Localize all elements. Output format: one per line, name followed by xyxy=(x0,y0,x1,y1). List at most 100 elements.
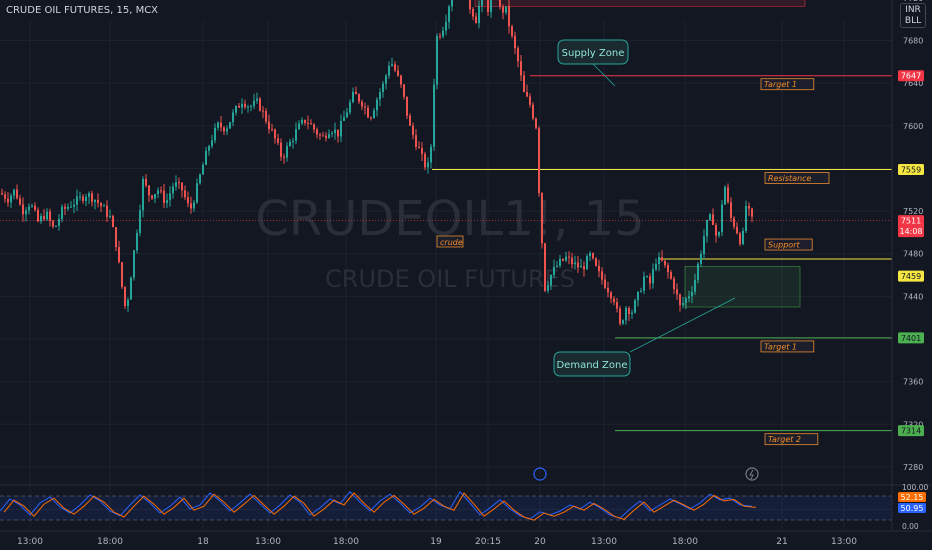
candle-body xyxy=(166,200,168,203)
candle-body xyxy=(193,202,195,209)
candle-body xyxy=(580,266,582,268)
candle-body xyxy=(253,100,255,107)
time-tick-label: 13:00 xyxy=(591,537,617,547)
candle-body xyxy=(385,75,387,84)
price-tick-label: 7280 xyxy=(903,463,923,472)
candle-body xyxy=(109,215,111,217)
price-axis: 7240728073207360740074407480752075607600… xyxy=(891,0,928,531)
candle-body xyxy=(592,253,594,259)
candle-body xyxy=(139,210,141,233)
candle-body xyxy=(361,101,363,107)
candle-body xyxy=(16,189,18,199)
candle-body xyxy=(97,199,99,203)
candle-body xyxy=(445,21,447,31)
candle-body xyxy=(19,198,21,205)
time-tick-label: 20 xyxy=(534,537,546,547)
candle-body xyxy=(175,182,177,187)
candle-body xyxy=(388,65,390,76)
candle-body xyxy=(127,299,129,307)
candle-body xyxy=(328,134,330,139)
candle-body xyxy=(583,266,585,270)
candle-body xyxy=(556,265,558,267)
candle-body xyxy=(172,186,174,194)
candle-body xyxy=(304,119,306,123)
candle-body xyxy=(550,274,552,286)
candle-body xyxy=(706,220,708,237)
candle-body xyxy=(136,232,138,251)
supply-zone-pointer xyxy=(592,63,616,87)
candle-body xyxy=(103,205,105,207)
candle-body xyxy=(316,129,318,135)
candle-body xyxy=(343,117,345,121)
candle-body xyxy=(10,195,12,203)
candle-body xyxy=(511,26,513,36)
candle-body xyxy=(514,35,516,49)
candle-body xyxy=(472,9,474,17)
candle-body xyxy=(121,262,123,287)
currency-code: INR xyxy=(905,5,921,15)
watermark-description: CRUDE OIL FUTURES xyxy=(325,265,575,293)
currency-button[interactable]: INR BLL xyxy=(900,3,926,28)
candle-body xyxy=(295,129,297,141)
candle-body xyxy=(85,196,87,201)
lightning-icon xyxy=(749,469,754,480)
candle-body xyxy=(280,142,282,157)
candle-body xyxy=(115,227,117,248)
candle-body xyxy=(418,146,420,149)
candle-body xyxy=(541,192,543,244)
candle-body xyxy=(415,135,417,147)
price-tag xyxy=(898,332,924,344)
candle-body xyxy=(76,196,78,205)
supply-zone xyxy=(474,0,806,7)
dividend-icon xyxy=(745,467,759,481)
candle-body xyxy=(28,206,30,211)
candle-body xyxy=(133,250,135,278)
price-tick-label: 7520 xyxy=(903,207,923,216)
candle-body xyxy=(364,106,366,108)
candle-body xyxy=(442,30,444,37)
candle-body xyxy=(676,289,678,295)
candle-body xyxy=(292,140,294,142)
candle-body xyxy=(118,247,120,263)
candle-body xyxy=(640,290,642,292)
level-label-box xyxy=(760,340,815,353)
candle-body xyxy=(268,121,270,130)
candle-body xyxy=(661,257,663,261)
time-tick-label: 18:00 xyxy=(97,537,123,547)
candle-body xyxy=(151,195,153,199)
candle-body xyxy=(271,129,273,131)
candle-body xyxy=(46,211,48,220)
candle-body xyxy=(616,302,618,309)
candle-body xyxy=(22,204,24,215)
candle-body xyxy=(325,135,327,139)
candle-body xyxy=(67,206,69,209)
candle-body xyxy=(526,92,528,97)
demand-zone-callout: Demand Zone xyxy=(553,297,736,377)
candle-body xyxy=(331,133,333,135)
candle-body xyxy=(394,64,396,71)
candle-body xyxy=(64,206,66,209)
candle-body xyxy=(715,224,717,236)
candle-body xyxy=(469,0,471,10)
candle-body xyxy=(598,265,600,272)
candle-body xyxy=(184,190,186,198)
oscillator-value-tag xyxy=(898,503,926,513)
candle-body xyxy=(475,16,477,24)
crude-label-box xyxy=(436,235,464,248)
supply-zone-label: Supply Zone xyxy=(562,48,625,59)
time-tick-label: 21 xyxy=(776,537,787,547)
candle-body xyxy=(628,307,630,314)
candle-body xyxy=(664,260,666,266)
candle-body xyxy=(250,106,252,108)
candle-body xyxy=(685,298,687,303)
candle-body xyxy=(589,253,591,257)
time-tick-label: 13:00 xyxy=(255,537,281,547)
price-tag-label: 7459 xyxy=(901,272,921,281)
time-tick-label: 13:00 xyxy=(831,537,857,547)
price-tick-label: 7480 xyxy=(903,250,923,259)
candle-body xyxy=(436,36,438,85)
candle-body xyxy=(613,298,615,303)
candle-body xyxy=(301,119,303,124)
